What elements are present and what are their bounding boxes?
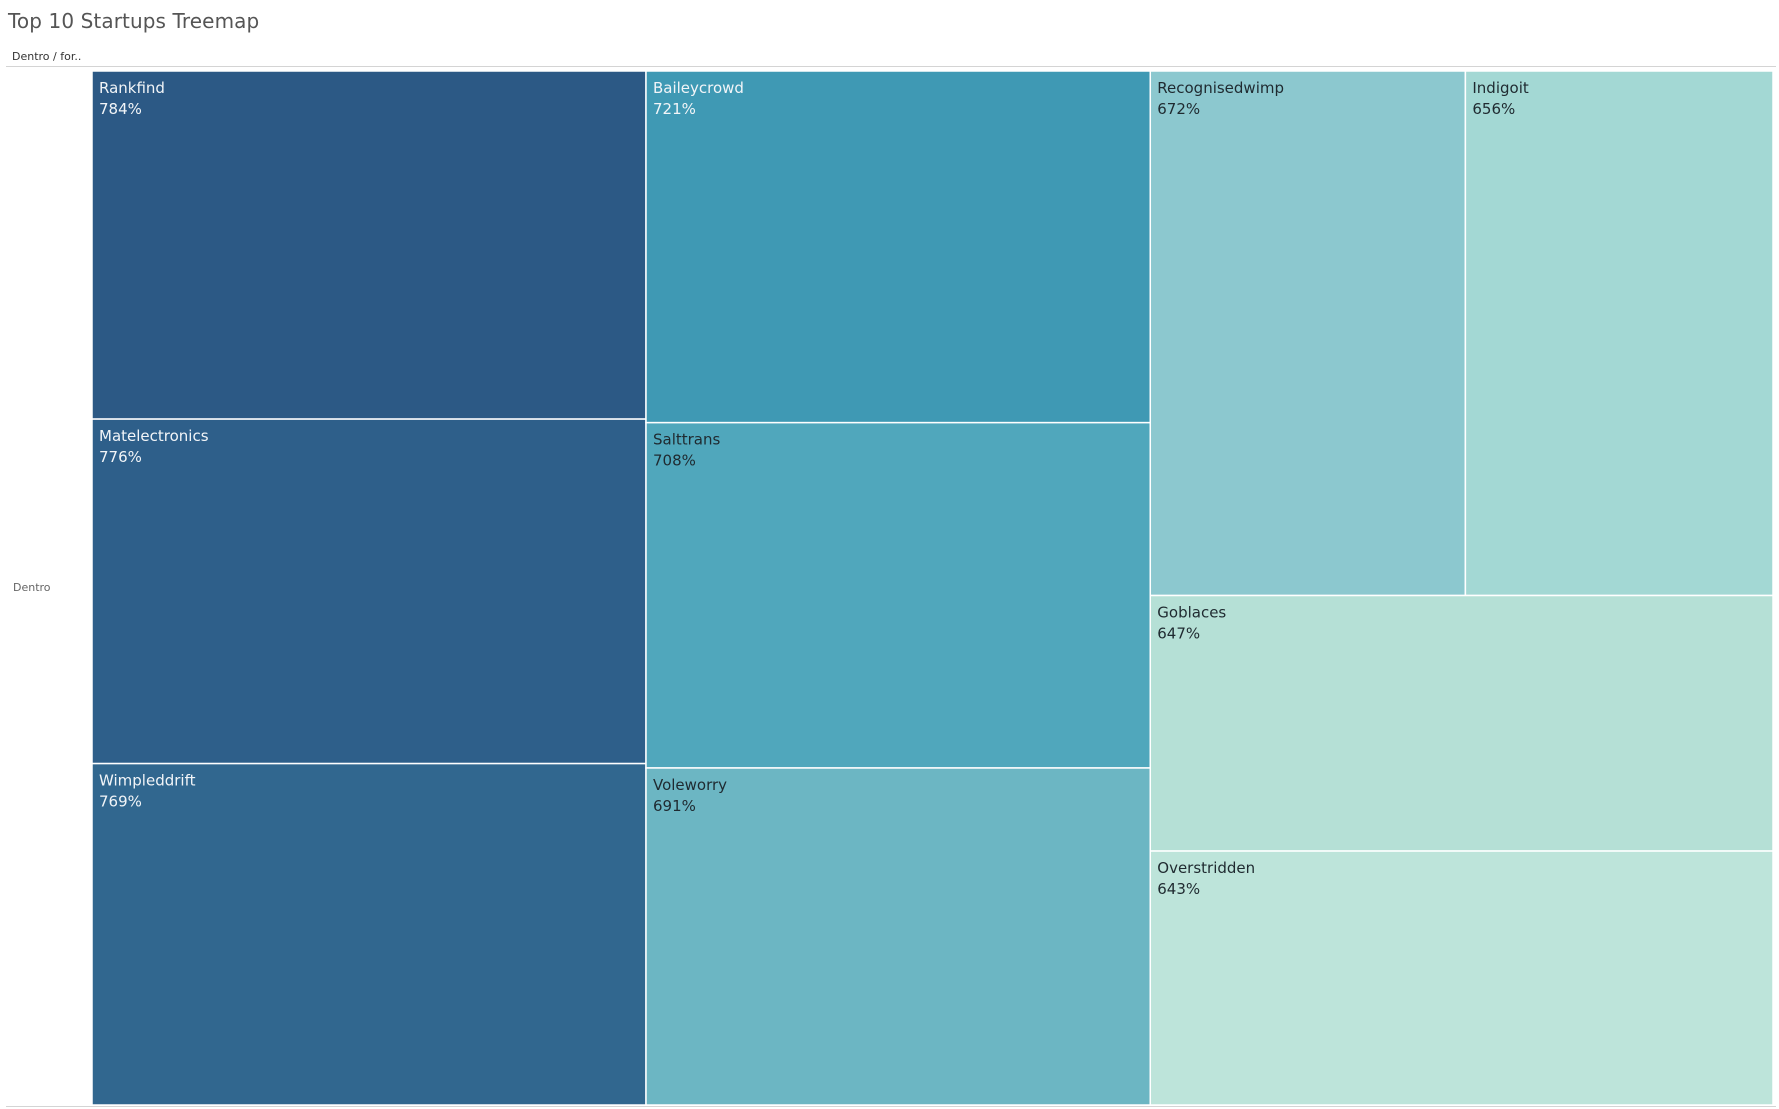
tile-label-voleworry: Voleworry: [653, 776, 727, 794]
tile-label-wimpleddrift: Wimpleddrift: [99, 772, 196, 790]
treemap-tile-voleworry[interactable]: [645, 767, 1152, 1106]
treemap-tile-indigoit[interactable]: [1464, 70, 1774, 597]
tile-label-baileycrowd: Baileycrowd: [653, 79, 744, 97]
treemap-tile-rankfind[interactable]: [91, 70, 647, 420]
treemap-tile-recognisedwimp[interactable]: [1149, 70, 1467, 597]
treemap-tile-goblaces[interactable]: [1149, 594, 1774, 852]
tile-label-salttrans: Salttrans: [653, 431, 721, 449]
treemap-tile-wimpleddrift[interactable]: [91, 762, 647, 1106]
pane-header-label: Dentro / for..: [12, 50, 82, 63]
chart-title: Top 10 Startups Treemap: [8, 9, 260, 33]
tile-label-indigoit: Indigoit: [1472, 79, 1528, 97]
tile-label-matelectronics: Matelectronics: [99, 427, 209, 445]
tile-value-rankfind: 784%: [99, 100, 142, 118]
treemap-tile-salttrans[interactable]: [645, 421, 1152, 769]
tile-label-goblaces: Goblaces: [1157, 604, 1226, 622]
header-divider: [6, 66, 1776, 67]
tile-value-matelectronics: 776%: [99, 448, 142, 466]
tile-value-salttrans: 708%: [653, 452, 696, 470]
tile-value-goblaces: 647%: [1157, 625, 1200, 643]
footer-divider: [6, 1106, 1776, 1107]
row-label: Dentro: [13, 581, 51, 594]
tile-value-baileycrowd: 721%: [653, 100, 696, 118]
tile-label-recognisedwimp: Recognisedwimp: [1157, 79, 1284, 97]
tile-value-voleworry: 691%: [653, 797, 696, 815]
tile-value-wimpleddrift: 769%: [99, 793, 142, 811]
tile-value-recognisedwimp: 672%: [1157, 100, 1200, 118]
tile-value-indigoit: 656%: [1472, 100, 1515, 118]
tile-label-overstridden: Overstridden: [1157, 859, 1255, 877]
treemap-tile-baileycrowd[interactable]: [645, 70, 1152, 424]
tile-value-overstridden: 643%: [1157, 880, 1200, 898]
treemap-tile-matelectronics[interactable]: [91, 418, 647, 765]
treemap-tile-overstridden[interactable]: [1149, 850, 1774, 1106]
tile-label-rankfind: Rankfind: [99, 79, 165, 97]
